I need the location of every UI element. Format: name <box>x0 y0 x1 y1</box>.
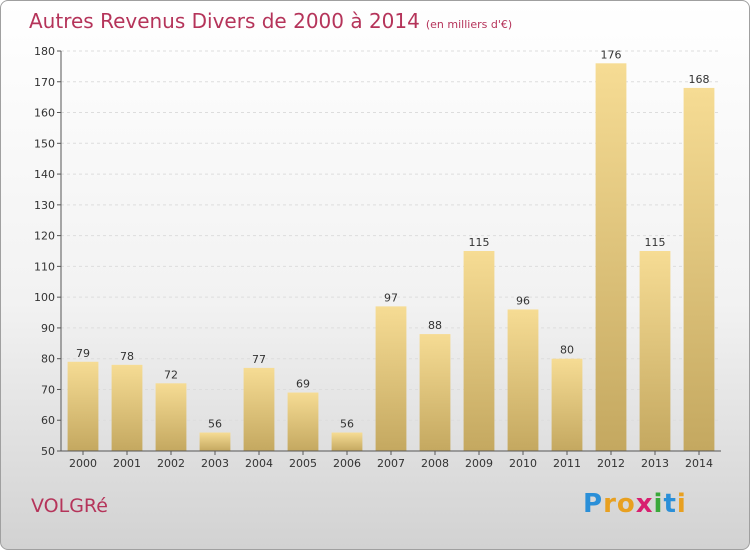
bar <box>639 251 671 451</box>
x-tick-label: 2000 <box>69 457 97 470</box>
x-tick-label: 2011 <box>553 457 581 470</box>
bar <box>595 63 627 452</box>
data-label: 56 <box>208 418 222 431</box>
bar <box>199 432 231 451</box>
y-tick-label: 70 <box>41 383 55 396</box>
logo-letter: r <box>603 489 617 519</box>
bar <box>111 364 143 451</box>
place-name: VOLGRé <box>31 495 108 517</box>
data-label: 69 <box>296 378 310 391</box>
x-tick-label: 2003 <box>201 457 229 470</box>
data-label: 72 <box>164 368 178 381</box>
data-label: 77 <box>252 353 266 366</box>
data-label: 80 <box>560 344 574 357</box>
y-tick-label: 170 <box>34 76 55 89</box>
logo-letter: t <box>663 489 677 519</box>
bar <box>67 361 99 451</box>
logo-letter: o <box>616 489 636 519</box>
y-tick-label: 150 <box>34 137 55 150</box>
x-tick-label: 2012 <box>597 457 625 470</box>
bar <box>463 251 495 451</box>
logo-letter: P <box>583 489 604 519</box>
chart-title: Autres Revenus Divers de 2000 à 2014 (en … <box>29 9 513 33</box>
x-tick-label: 2005 <box>289 457 317 470</box>
x-tick-label: 2007 <box>377 457 405 470</box>
x-tick-label: 2013 <box>641 457 669 470</box>
y-tick-label: 120 <box>34 230 55 243</box>
y-tick-label: 130 <box>34 199 55 212</box>
bar <box>243 367 275 451</box>
x-tick-label: 2004 <box>245 457 273 470</box>
data-label: 78 <box>120 350 134 363</box>
x-tick-label: 2009 <box>465 457 493 470</box>
x-tick-label: 2001 <box>113 457 141 470</box>
y-tick-label: 100 <box>34 291 55 304</box>
y-tick-label: 160 <box>34 107 55 120</box>
bar <box>375 306 407 451</box>
data-label: 168 <box>689 73 710 86</box>
bar <box>551 358 583 451</box>
data-label: 96 <box>516 294 530 307</box>
logo-letter: i <box>653 489 664 519</box>
bar <box>507 309 539 451</box>
chart-unit: (en milliers d'€) <box>425 18 513 31</box>
bar <box>683 87 715 451</box>
y-tick-label: 90 <box>41 322 55 335</box>
bar <box>419 334 451 451</box>
bar <box>287 392 319 451</box>
data-label: 79 <box>76 347 90 360</box>
y-tick-label: 180 <box>34 45 55 58</box>
x-tick-label: 2002 <box>157 457 185 470</box>
y-tick-label: 80 <box>41 353 55 366</box>
data-label: 97 <box>384 291 398 304</box>
data-label: 56 <box>340 418 354 431</box>
logo-letter: i <box>676 489 687 519</box>
bar <box>155 383 187 451</box>
data-label: 115 <box>469 236 490 249</box>
x-tick-label: 2010 <box>509 457 537 470</box>
data-label: 176 <box>601 48 622 61</box>
bar <box>331 432 363 451</box>
logo-letter: x <box>635 489 654 519</box>
y-tick-label: 50 <box>41 445 55 458</box>
proxiti-logo[interactable]: Proxiti <box>583 489 687 519</box>
y-tick-label: 140 <box>34 168 55 181</box>
data-label: 88 <box>428 319 442 332</box>
y-tick-label: 110 <box>34 260 55 273</box>
x-tick-label: 2014 <box>685 457 713 470</box>
x-tick-label: 2006 <box>333 457 361 470</box>
data-label: 115 <box>645 236 666 249</box>
x-tick-label: 2008 <box>421 457 449 470</box>
y-tick-label: 60 <box>41 414 55 427</box>
